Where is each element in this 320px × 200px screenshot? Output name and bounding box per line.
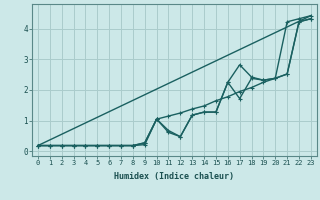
X-axis label: Humidex (Indice chaleur): Humidex (Indice chaleur) [115, 172, 234, 181]
